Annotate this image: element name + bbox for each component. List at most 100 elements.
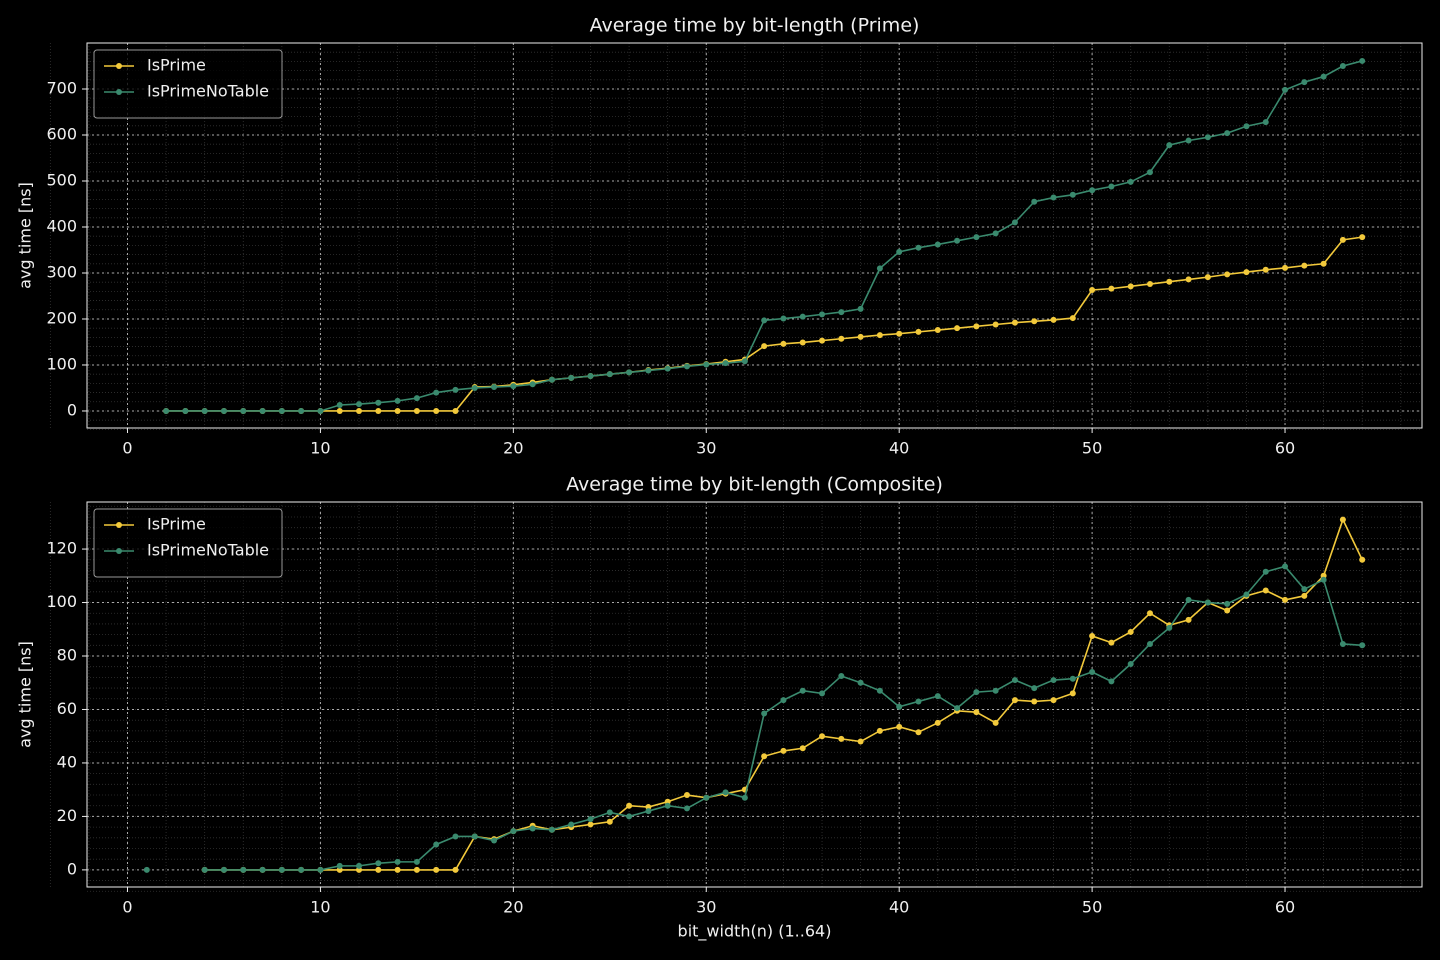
x-tick-label: 40 (889, 439, 909, 458)
data-point (1146, 281, 1153, 288)
y-tick-label: 700 (46, 78, 77, 97)
data-point (1050, 697, 1057, 704)
data-point (838, 309, 845, 316)
legend-marker (116, 89, 122, 95)
data-point (780, 315, 787, 322)
data-point (1301, 79, 1308, 86)
data-point (220, 866, 227, 873)
legend-box (93, 49, 283, 119)
data-point (491, 837, 498, 844)
data-point (1339, 640, 1346, 647)
data-point (1339, 516, 1346, 523)
legend-label: IsPrimeNoTable (147, 541, 269, 560)
data-point (394, 858, 401, 865)
data-point (683, 792, 690, 799)
data-point (1204, 134, 1211, 141)
y-tick-label: 20 (57, 806, 77, 825)
data-point (838, 735, 845, 742)
data-point (799, 745, 806, 752)
data-point (471, 384, 478, 391)
data-point (1204, 599, 1211, 606)
x-tick-label: 30 (696, 898, 716, 917)
data-point (1224, 130, 1231, 137)
chart-title: Average time by bit-length (Prime) (590, 15, 920, 37)
data-point (1282, 264, 1289, 271)
data-point (722, 360, 729, 367)
data-point (973, 234, 980, 241)
data-point (780, 340, 787, 347)
data-point (934, 241, 941, 248)
data-point (1031, 198, 1038, 205)
data-point (1050, 316, 1057, 323)
data-point (201, 407, 208, 414)
data-point (645, 808, 652, 815)
data-point (1127, 661, 1134, 668)
x-tick-label: 60 (1275, 439, 1295, 458)
x-tick-label: 30 (696, 439, 716, 458)
data-point (1262, 568, 1269, 575)
data-point (413, 858, 420, 865)
data-point (568, 821, 575, 828)
data-point (626, 802, 633, 809)
data-point (992, 719, 999, 726)
data-point (471, 833, 478, 840)
data-point (433, 841, 440, 848)
data-point (857, 305, 864, 312)
data-point (819, 733, 826, 740)
y-tick-label: 40 (57, 752, 77, 771)
data-point (896, 703, 903, 710)
data-point (1185, 616, 1192, 623)
data-point (1185, 137, 1192, 144)
data-point (876, 332, 883, 339)
data-point (819, 311, 826, 318)
data-point (992, 321, 999, 328)
y-tick-label: 300 (46, 262, 77, 281)
data-point (1301, 586, 1308, 593)
data-point (896, 248, 903, 255)
data-point (413, 866, 420, 873)
data-point (973, 323, 980, 330)
data-point (529, 825, 536, 832)
y-tick-label: 0 (67, 400, 77, 419)
data-point (298, 407, 305, 414)
data-point (1089, 287, 1096, 294)
data-point (317, 866, 324, 873)
data-point (915, 698, 922, 705)
data-point (819, 690, 826, 697)
data-point (240, 407, 247, 414)
data-point (278, 866, 285, 873)
data-point (1224, 271, 1231, 278)
data-point (413, 395, 420, 402)
data-point (915, 244, 922, 251)
data-point (568, 374, 575, 381)
data-point (838, 673, 845, 680)
data-point (1282, 596, 1289, 603)
x-tick-label: 0 (122, 439, 132, 458)
data-point (1262, 119, 1269, 126)
data-point (452, 833, 459, 840)
data-point (240, 866, 247, 873)
data-point (683, 363, 690, 370)
data-point (317, 407, 324, 414)
legend-marker (116, 548, 122, 554)
data-point (1301, 262, 1308, 269)
y-tick-label: 100 (46, 354, 77, 373)
data-point (645, 367, 652, 374)
data-point (259, 407, 266, 414)
data-point (452, 407, 459, 414)
data-point (1320, 576, 1327, 583)
data-point (1359, 57, 1366, 64)
data-point (336, 402, 343, 409)
data-point (761, 753, 768, 760)
data-point (375, 866, 382, 873)
data-point (954, 325, 961, 332)
data-point (375, 399, 382, 406)
data-point (220, 407, 227, 414)
data-point (1339, 236, 1346, 243)
data-point (1108, 678, 1115, 685)
y-axis-label: avg time [ns] (16, 641, 35, 748)
data-point (1166, 278, 1173, 285)
data-point (741, 794, 748, 801)
y-tick-label: 60 (57, 699, 77, 718)
